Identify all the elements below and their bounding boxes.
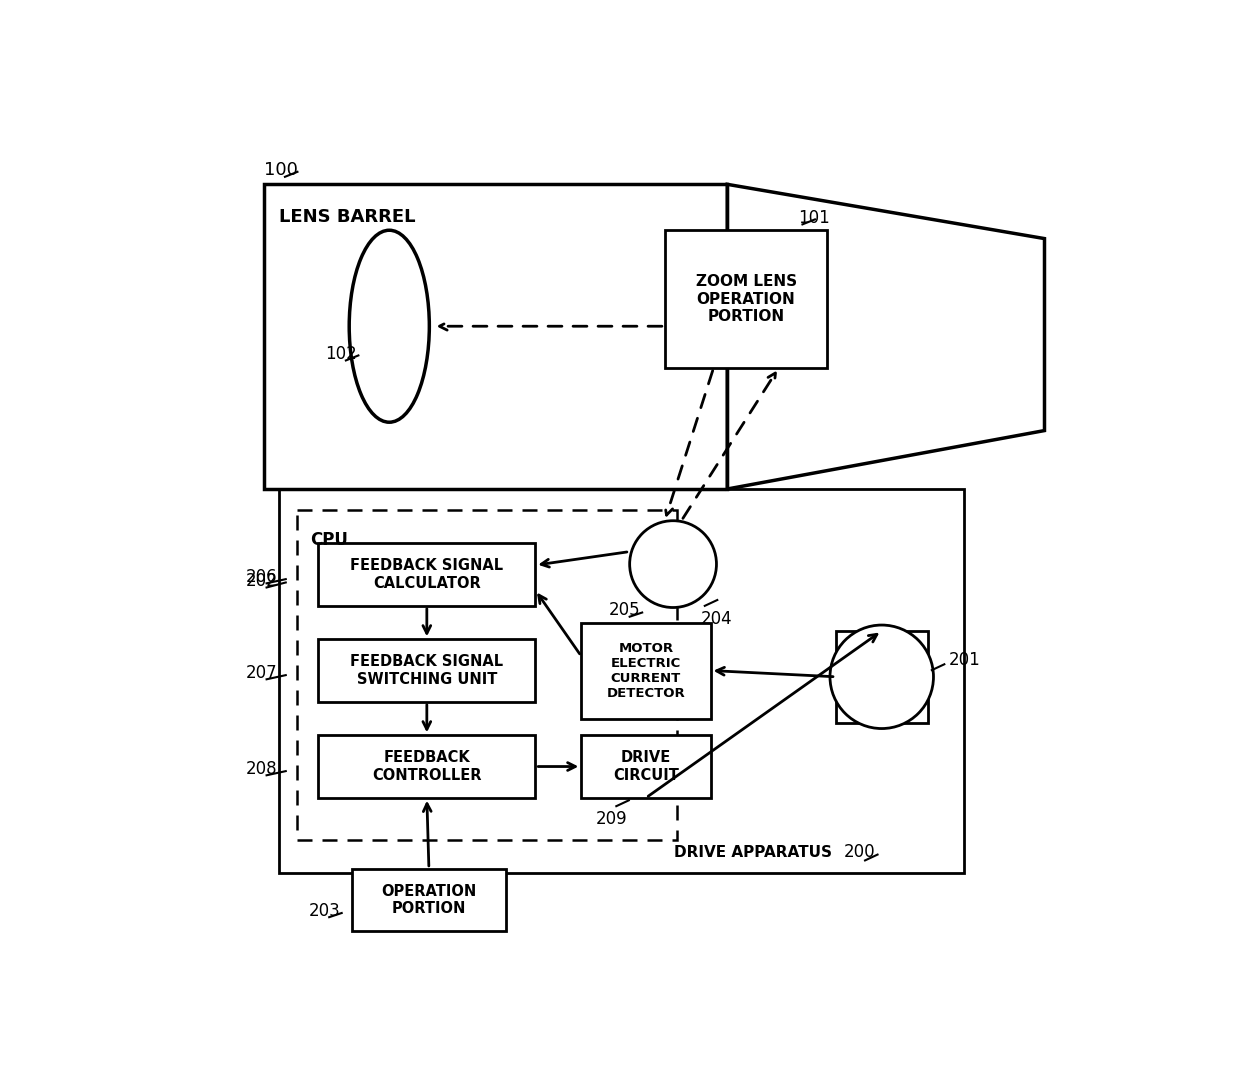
Text: 207: 207	[246, 663, 278, 682]
Bar	[836, 631, 928, 723]
Bar	[665, 230, 827, 367]
Text: 205: 205	[609, 601, 640, 619]
Bar	[279, 489, 963, 873]
Text: 102: 102	[325, 345, 357, 363]
Text: FEEDBACK SIGNAL
SWITCHING UNIT: FEEDBACK SIGNAL SWITCHING UNIT	[350, 655, 503, 687]
Bar	[319, 640, 536, 701]
Text: MOTOR
ELECTRIC
CURRENT
DETECTOR: MOTOR ELECTRIC CURRENT DETECTOR	[606, 642, 686, 699]
Text: FEEDBACK
CONTROLLER: FEEDBACK CONTROLLER	[372, 750, 481, 783]
Text: 208: 208	[246, 760, 278, 777]
Bar	[319, 543, 536, 606]
Bar	[319, 735, 536, 798]
Bar	[298, 509, 677, 840]
Text: 101: 101	[799, 209, 830, 227]
Text: DRIVE
CIRCUIT: DRIVE CIRCUIT	[613, 750, 678, 783]
Text: OPERATION
PORTION: OPERATION PORTION	[381, 883, 476, 916]
Text: FEEDBACK SIGNAL
CALCULATOR: FEEDBACK SIGNAL CALCULATOR	[350, 558, 503, 591]
Text: DRIVE APPARATUS: DRIVE APPARATUS	[673, 844, 832, 860]
Text: 204: 204	[701, 610, 733, 628]
Text: 200: 200	[844, 843, 875, 861]
Text: 209: 209	[595, 811, 627, 828]
Circle shape	[830, 625, 934, 728]
Text: 201: 201	[949, 651, 981, 669]
Text: CPU: CPU	[310, 531, 348, 549]
Text: 203: 203	[309, 902, 340, 919]
Text: LENS BARREL: LENS BARREL	[279, 208, 415, 225]
Circle shape	[630, 520, 717, 607]
Bar	[582, 622, 711, 719]
Bar	[352, 868, 506, 931]
Ellipse shape	[350, 230, 429, 423]
Text: 202: 202	[246, 571, 278, 590]
Text: 100: 100	[264, 162, 298, 179]
Bar	[264, 184, 728, 489]
Bar	[582, 735, 711, 798]
Text: ZOOM LENS
OPERATION
PORTION: ZOOM LENS OPERATION PORTION	[696, 274, 796, 324]
Text: 206: 206	[246, 568, 278, 585]
